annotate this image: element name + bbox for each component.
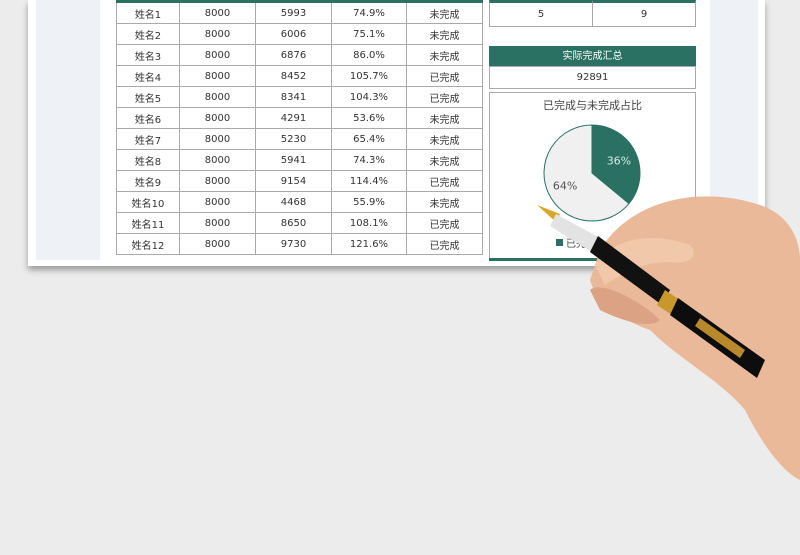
sheet-margin-left — [36, 0, 100, 260]
performance-table: 姓名1 8000 5993 74.9% 未完成 姓名2 8000 6006 75.1% 未完成 姓名… — [116, 0, 483, 255]
pie-data-label: 64% — [553, 180, 577, 193]
table-row: 姓名8 8000 5941 74.3% 未完成 — [116, 149, 483, 171]
table-row: 姓名2 8000 6006 75.1% 未完成 — [116, 23, 483, 45]
pie-slice — [591, 124, 641, 205]
chart-title: 已完成与未完成占比 — [543, 99, 642, 112]
name-cell[interactable]: 姓名12 — [116, 233, 180, 255]
target-cell[interactable]: 8000 — [179, 233, 256, 255]
incomplete-count: 9 — [592, 0, 696, 27]
pen — [537, 205, 765, 378]
bottom-green-bar — [489, 258, 696, 261]
table-row: 姓名11 8000 8650 108.1% 已完成 — [116, 212, 483, 234]
pie-data-label: 36% — [607, 154, 631, 167]
summary-value: 92891 — [489, 66, 696, 89]
rate-cell[interactable]: 121.6% — [331, 233, 407, 255]
legend-swatch — [556, 239, 563, 246]
completed-count: 5 — [489, 0, 593, 27]
table-row: 姓名6 8000 4291 53.6% 未完成 — [116, 107, 483, 129]
table-row: 姓名12 8000 9730 121.6% 已完成 — [116, 233, 483, 255]
table-row: 姓名10 8000 4468 55.9% 未完成 — [116, 191, 483, 213]
pie-slice — [543, 124, 630, 222]
status-cell[interactable]: 已完成 — [406, 233, 483, 255]
